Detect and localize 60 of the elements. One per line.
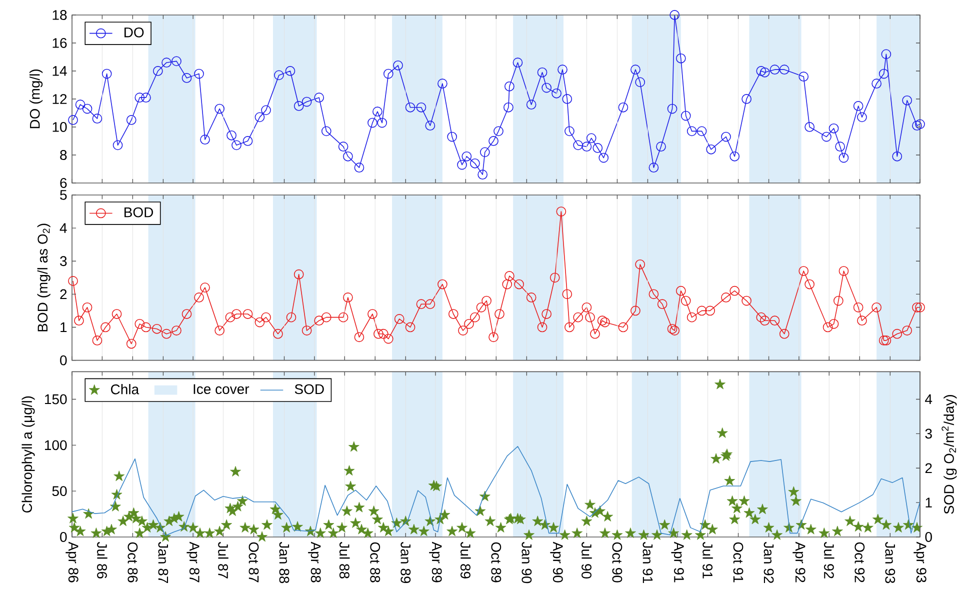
y-tick-label: 1 bbox=[60, 322, 67, 332]
x-tick-label: Oct 91 bbox=[733, 542, 744, 582]
y-tick-label: 2 bbox=[60, 289, 67, 300]
y2-tick-label: 2 bbox=[925, 463, 932, 473]
y2-tick-label: 3 bbox=[925, 428, 932, 439]
legend-label: Chla bbox=[111, 384, 140, 394]
x-tick-label: Jul 90 bbox=[582, 542, 592, 578]
y-tick-label: 3 bbox=[60, 256, 67, 266]
x-tick-label: Oct 87 bbox=[248, 542, 259, 582]
x-tick-label: Apr 88 bbox=[308, 542, 321, 582]
y-tick-label: 16 bbox=[52, 38, 67, 48]
y-axis-title: BOD (mg/l as O$_{2}$) bbox=[37, 224, 50, 332]
x-tick-label: Oct 88 bbox=[370, 542, 380, 582]
band-label: Ice cover bbox=[194, 384, 250, 394]
x-tick-label: Jul 88 bbox=[339, 542, 350, 578]
x-tick-label: Oct 90 bbox=[612, 542, 622, 582]
x-tick-label: Apr 90 bbox=[550, 542, 563, 582]
x-tick-label: Oct 92 bbox=[854, 542, 865, 582]
y2-tick-label: 1 bbox=[926, 498, 932, 508]
y-tick-label: 5 bbox=[60, 190, 67, 200]
x-tick-label: Apr 89 bbox=[429, 542, 442, 582]
y-tick-label: 14 bbox=[52, 66, 67, 76]
y-tick-label: 12 bbox=[52, 94, 67, 104]
x-tick-label: Jan 92 bbox=[764, 542, 774, 583]
x-tick-label: Apr 91 bbox=[671, 542, 684, 582]
y-tick-label: 6 bbox=[60, 178, 67, 188]
x-tick-label: Oct 86 bbox=[128, 542, 138, 582]
y-tick-label: 100 bbox=[45, 440, 67, 450]
x-tick-label: Jan 88 bbox=[279, 542, 290, 584]
x-tick-label: Jan 91 bbox=[642, 542, 653, 584]
y-tick-label: 0 bbox=[60, 532, 67, 542]
y-tick-label: 18 bbox=[52, 10, 67, 20]
y-tick-label: 8 bbox=[60, 150, 67, 160]
legend-label: SOD bbox=[294, 384, 324, 394]
x-tick-label: Apr 92 bbox=[792, 542, 806, 582]
y2-tick-label: 4 bbox=[925, 394, 932, 404]
x-tick-label: Jul 86 bbox=[97, 542, 108, 578]
legend-label: DO bbox=[124, 27, 144, 38]
y-tick-label: 50 bbox=[52, 486, 67, 496]
x-tick-label: Jul 92 bbox=[824, 542, 834, 578]
x-tick-label: Apr 86 bbox=[66, 542, 78, 582]
x-tick-label: Jul 87 bbox=[218, 542, 228, 578]
x-tick-label: Jan 90 bbox=[522, 542, 532, 584]
y-tick-label: 10 bbox=[52, 122, 67, 132]
y-axis-title: DO (mg/l) bbox=[30, 70, 43, 128]
y-tick-label: 4 bbox=[60, 223, 67, 233]
y-tick-label: 150 bbox=[45, 394, 67, 404]
legend-label: BOD bbox=[124, 207, 154, 218]
x-tick-label: Jan 93 bbox=[885, 542, 896, 584]
x-tick-label: Apr 93 bbox=[914, 542, 926, 582]
x-tick-label: Apr 87 bbox=[186, 542, 200, 582]
x-tick-label: Jan 87 bbox=[158, 542, 168, 583]
y-axis-title: Chlorophyll a (μg/l) bbox=[22, 396, 35, 513]
y2-tick-label: 0 bbox=[925, 532, 932, 542]
x-tick-label: Jul 89 bbox=[460, 542, 471, 578]
x-tick-label: Jan 89 bbox=[400, 542, 411, 584]
x-tick-label: Oct 89 bbox=[491, 542, 502, 582]
y2-axis-title: SOD (g O$_{2}$/m$^{2}$/day) bbox=[942, 395, 957, 514]
x-tick-label: Jul 91 bbox=[702, 542, 713, 578]
y-tick-label: 0 bbox=[60, 355, 67, 366]
